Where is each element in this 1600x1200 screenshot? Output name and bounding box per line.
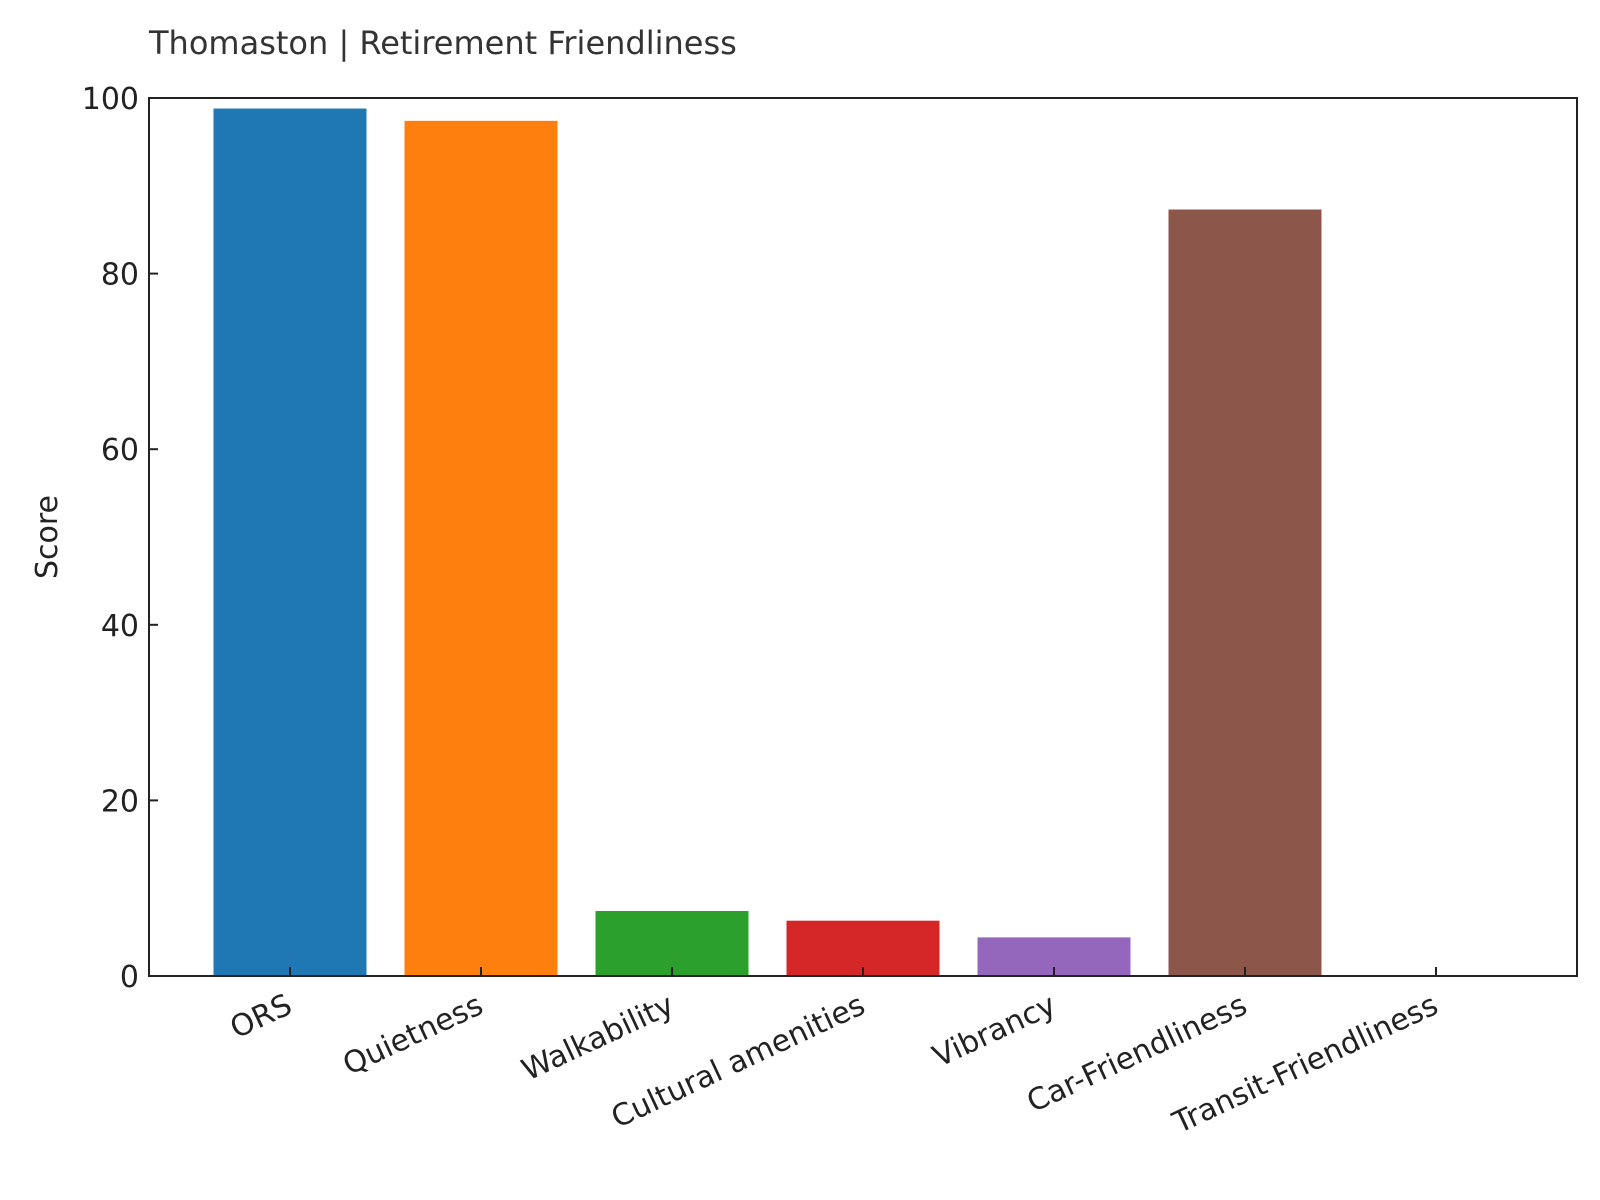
y-tick-label: 100 (82, 82, 139, 117)
bar-quietness (404, 120, 558, 976)
x-tick-label: Walkability (517, 988, 680, 1089)
y-tick-label: 40 (101, 609, 139, 644)
bars-layer (213, 108, 1322, 977)
x-tick-label: Quietness (338, 988, 489, 1083)
bar-ors (213, 108, 367, 976)
y-tick-label: 0 (120, 960, 139, 995)
y-axis-label: Score (30, 495, 65, 579)
y-tick-label: 60 (101, 433, 139, 468)
y-tick-label: 20 (101, 784, 139, 819)
y-tick-label: 80 (101, 258, 139, 293)
bar-cultural-amenities (786, 920, 940, 976)
x-tick-label: Vibrancy (928, 988, 1062, 1075)
x-tick-label: ORS (225, 988, 297, 1047)
chart-title: Thomaston | Retirement Friendliness (149, 24, 737, 62)
bar-walkability (595, 911, 749, 976)
bar-car-friendliness (1168, 209, 1322, 977)
